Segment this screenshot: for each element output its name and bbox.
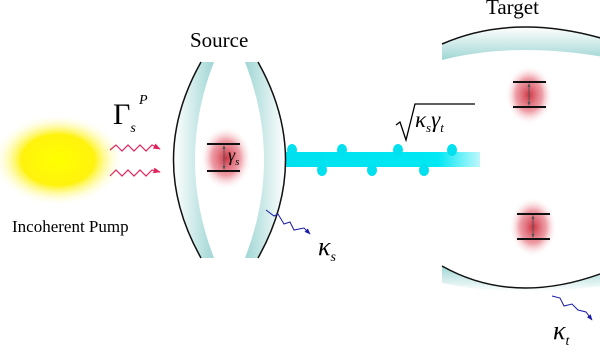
source-title: Source (190, 28, 249, 52)
pump-arrows (109, 143, 161, 177)
target-decay-label: κt (553, 316, 570, 349)
target-cavity (441, 26, 600, 292)
source-decay-label: κs (318, 232, 336, 265)
coupling-beam (270, 144, 480, 176)
source-decay-arrow (265, 209, 311, 235)
pump-glow (0, 114, 124, 206)
target-atom-upper (505, 65, 553, 125)
coupling-label: κsγt (415, 107, 444, 135)
pump-label: Incoherent Pump (12, 217, 129, 236)
target-atom-lower (509, 197, 557, 257)
pump-rate-label: Γs P (113, 93, 148, 136)
source-linewidth-label: γs (228, 145, 240, 168)
source-cavity (172, 61, 287, 259)
target-title: Target (486, 0, 539, 19)
coupling-sqrt (395, 103, 475, 143)
source-atom (200, 126, 252, 190)
target-decay-arrow (551, 295, 593, 321)
